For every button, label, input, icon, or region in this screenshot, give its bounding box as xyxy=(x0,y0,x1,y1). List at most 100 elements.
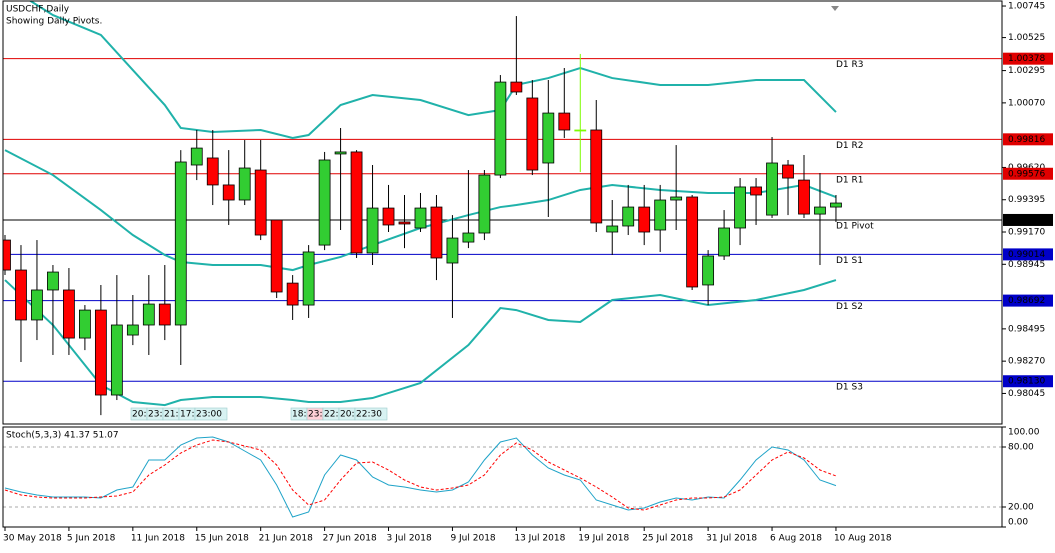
y-tick-label: 1.00745 xyxy=(1008,2,1045,12)
session-tag-label: 22:30 xyxy=(356,410,382,420)
band-lower xyxy=(4,279,837,407)
x-tick-label: 9 Jul 2018 xyxy=(450,534,495,544)
candle-body xyxy=(670,196,683,201)
y-tick-label: 0.98495 xyxy=(1008,324,1045,334)
stoch-label: Stoch(5,3,3) 41.37 51.07 xyxy=(6,431,119,441)
candle-body xyxy=(15,269,27,321)
session-tag-label: 20: xyxy=(132,410,146,420)
candle-body xyxy=(254,169,267,236)
session-tag xyxy=(354,407,388,421)
y-tick-label: 0.99170 xyxy=(1008,228,1045,238)
pivot-name: D1 R1 xyxy=(836,175,864,185)
y-tick-label: 1.00070 xyxy=(1008,98,1045,108)
stoch-tick-label: 20.00 xyxy=(1008,503,1034,513)
y-tick-label: 1.00525 xyxy=(1008,33,1045,43)
candle-body xyxy=(606,225,619,233)
price-tag xyxy=(1003,133,1053,146)
candle-body xyxy=(110,324,123,396)
price-tag-label: 0.99816 xyxy=(1008,135,1045,145)
candle-body xyxy=(126,324,139,336)
pivot-name: D1 S1 xyxy=(836,256,863,266)
candle-body xyxy=(798,179,810,215)
candle-body xyxy=(31,289,43,321)
candle-body xyxy=(638,206,651,233)
pivot-name: D1 Pivot xyxy=(836,221,874,231)
scroll-marker xyxy=(831,6,839,11)
y-tick-label: 0.98045 xyxy=(1008,389,1045,399)
x-tick-label: 25 Jul 2018 xyxy=(642,534,693,544)
candle-body xyxy=(590,129,603,224)
pivot-name: D1 S3 xyxy=(836,383,863,393)
candle-body xyxy=(654,199,667,231)
candle-body xyxy=(190,147,203,166)
candle-body xyxy=(430,206,443,259)
candle-body xyxy=(286,282,299,306)
session-tag-label: 22: xyxy=(324,410,338,420)
price-tag-label: 0.98130 xyxy=(1008,377,1045,387)
band-upper xyxy=(28,1,837,140)
candle-body xyxy=(494,81,507,176)
axes: 1.007451.005251.002951.000700.996200.993… xyxy=(3,2,1053,544)
price-tag-label: 0.99576 xyxy=(1008,169,1045,179)
pivot-name: D1 R2 xyxy=(836,141,864,151)
candle-body xyxy=(158,303,171,326)
x-tick-label: 15 Jun 2018 xyxy=(195,534,249,544)
session-tag xyxy=(194,407,228,421)
candle-body xyxy=(350,151,363,254)
price-tag xyxy=(1003,213,1053,226)
main-frame xyxy=(2,0,1003,425)
x-tick-label: 6 Aug 2018 xyxy=(770,534,822,544)
main-plot: D1 R3 D1 R2 D1 R1 D1 Pivot D1 S1 D1 S2 D1 S3 20… xyxy=(3,1,1002,421)
candle-body xyxy=(382,207,395,226)
candle-body xyxy=(94,309,107,396)
x-tick-label: 5 Jun 2018 xyxy=(67,534,116,544)
session-tag-label: 18: xyxy=(292,410,306,420)
candle-body xyxy=(558,112,571,131)
candle-body xyxy=(542,112,555,164)
price-tag xyxy=(1003,375,1053,388)
price-tag-label: 1.00378 xyxy=(1008,54,1045,64)
price-tag xyxy=(1003,248,1053,261)
x-tick-label: 31 Jul 2018 xyxy=(706,534,757,544)
price-tag xyxy=(1003,167,1053,180)
session-tag-label: 21: xyxy=(164,410,178,420)
candle-body xyxy=(686,196,699,288)
candle-body xyxy=(47,271,59,291)
candle-body xyxy=(366,207,379,254)
candle-body xyxy=(510,81,523,93)
candle-body xyxy=(702,255,715,286)
candle-body xyxy=(174,161,187,326)
candle-body xyxy=(718,227,730,257)
session-tag-label: 20: xyxy=(340,410,354,420)
pivot-name: D1 R3 xyxy=(836,60,864,70)
band-middle xyxy=(4,149,837,272)
candle-body xyxy=(750,186,762,196)
candle-body xyxy=(398,221,411,225)
price-tag-label: 0.99254 xyxy=(1008,215,1045,225)
candle-body xyxy=(622,206,635,227)
candle-body xyxy=(142,303,155,326)
session-tag-label: 23: xyxy=(308,410,322,420)
x-tick-label: 10 Aug 2018 xyxy=(834,534,892,544)
x-tick-label: 3 Jul 2018 xyxy=(387,534,432,544)
y-tick-label: 1.00295 xyxy=(1008,66,1045,76)
candle-body xyxy=(206,157,219,186)
candle-body xyxy=(446,237,459,264)
stoch-tick-label: 100.00 xyxy=(1008,428,1040,438)
candle-body xyxy=(318,159,331,246)
stoch-tick-label: 0.00 xyxy=(1008,518,1028,528)
candle-body xyxy=(334,151,347,155)
candle-body xyxy=(238,167,251,201)
stoch-plot xyxy=(3,436,1002,518)
candle-body xyxy=(782,164,794,179)
x-tick-label: 13 Jul 2018 xyxy=(514,534,565,544)
candle-body xyxy=(222,184,235,201)
pivot-name: D1 S2 xyxy=(836,302,863,312)
x-tick-label: 19 Jul 2018 xyxy=(578,534,629,544)
stoch-tick-label: 80.00 xyxy=(1008,443,1034,453)
candle-body xyxy=(574,129,587,132)
y-tick-label: 0.98270 xyxy=(1008,357,1045,367)
price-tag-label: 0.98692 xyxy=(1008,296,1045,306)
x-tick-label: 27 Jun 2018 xyxy=(323,534,377,544)
